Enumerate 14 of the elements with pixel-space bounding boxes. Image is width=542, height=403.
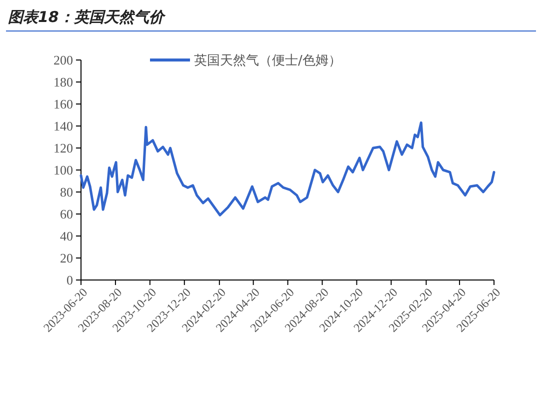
y-tick-label: 60 [60,206,73,222]
y-tick-label: 80 [60,184,73,200]
y-tick-label: 180 [54,74,73,90]
legend-label: 英国天然气（便士/色姆） [194,54,342,69]
y-tick-label: 120 [54,140,73,156]
chart-title: 图表18：英国天然气价 [8,8,166,26]
y-tick-label: 160 [54,96,73,112]
y-tick-label: 0 [66,272,73,288]
y-tick-label: 40 [60,228,73,244]
y-tick-label: 140 [54,118,73,134]
line-series [80,121,496,216]
y-tick-label: 200 [54,52,73,68]
y-tick-label: 100 [54,162,73,178]
y-tick-label: 20 [60,250,73,266]
